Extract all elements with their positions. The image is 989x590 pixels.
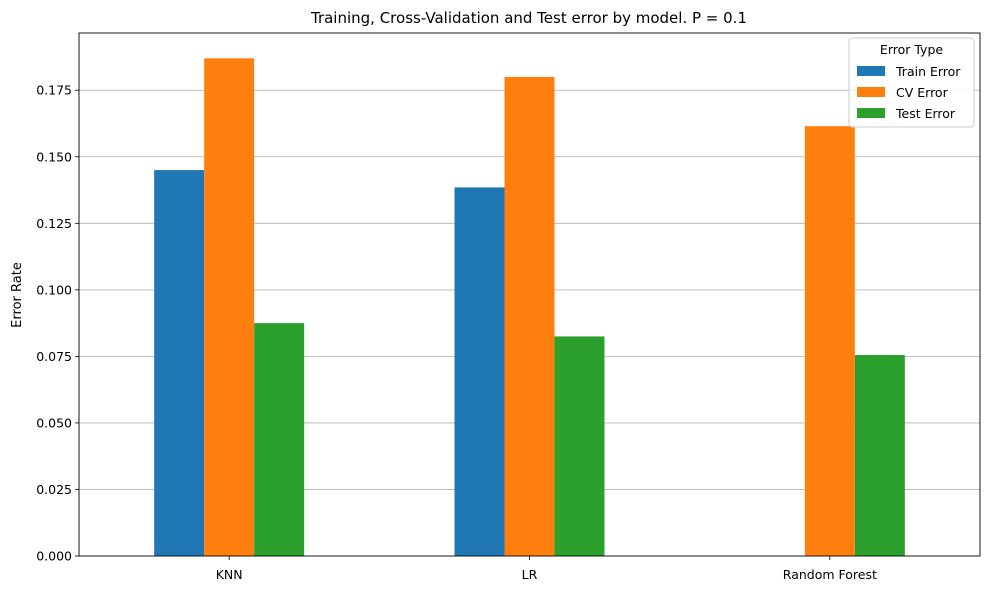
legend-swatch — [857, 87, 885, 97]
legend-swatch — [857, 108, 885, 118]
y-tick-label: 0.150 — [36, 149, 72, 164]
y-tick-label: 0.175 — [36, 83, 72, 98]
y-tick-label: 0.075 — [36, 349, 72, 364]
bar-train-error-knn — [154, 170, 205, 557]
bar-cv-error-random-forest — [804, 126, 855, 556]
legend: Error Type Train Error CV Error Test Error — [848, 37, 975, 128]
legend-label: CV Error — [896, 85, 949, 100]
y-tick-label: 0.125 — [36, 216, 72, 231]
bar-test-error-knn — [254, 323, 305, 556]
bar-test-error-lr — [554, 336, 605, 556]
x-tick-label: LR — [522, 567, 538, 582]
x-tick-label: KNN — [216, 567, 243, 582]
x-tick-label: Random Forest — [783, 567, 877, 582]
bars — [154, 58, 905, 557]
bar-cv-error-knn — [204, 58, 255, 557]
chart-title: Training, Cross-Validation and Test erro… — [310, 9, 747, 27]
axes: 0.000 0.025 0.050 0.075 0.100 0.125 0.150 0.175… — [36, 32, 981, 582]
bar-test-error-random-forest — [854, 355, 905, 556]
legend-label: Train Error — [895, 64, 961, 79]
y-tick-label: 0.000 — [36, 549, 72, 564]
y-tick-label: 0.025 — [36, 482, 72, 497]
plot-frame — [78, 32, 981, 557]
bar-cv-error-lr — [504, 76, 555, 557]
legend-title: Error Type — [880, 42, 943, 57]
bar-train-error-lr — [454, 187, 505, 556]
legend-swatch — [857, 66, 885, 76]
y-tick-label: 0.100 — [36, 282, 72, 297]
y-tick-label: 0.050 — [36, 415, 72, 430]
legend-label: Test Error — [895, 106, 956, 121]
legend-box — [848, 37, 975, 128]
y-axis-label: Error Rate — [10, 262, 25, 328]
